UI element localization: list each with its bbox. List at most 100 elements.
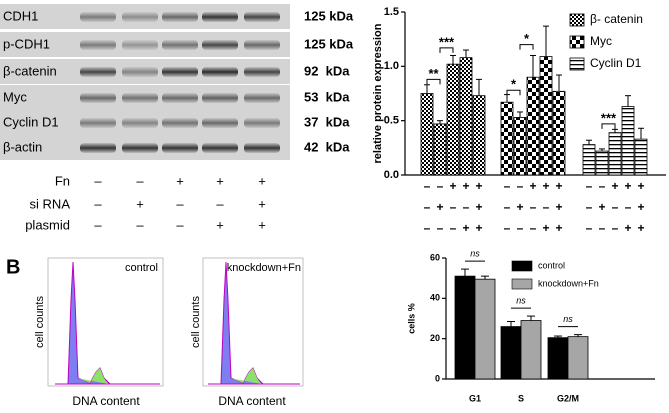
blot-band [162, 40, 198, 50]
blot-band [162, 93, 198, 103]
condition-sign: – [176, 196, 184, 211]
bar [547, 337, 569, 380]
condition-sign: + [216, 173, 224, 188]
bar [459, 57, 473, 176]
blot-band [202, 118, 238, 128]
condition-sign: – [586, 200, 593, 214]
significance-label: * [524, 31, 530, 46]
blot-band [162, 12, 198, 22]
flow-ylabel: cell counts [34, 296, 46, 348]
blot-band [122, 40, 158, 50]
panel-label: B [6, 256, 20, 278]
condition-sign: – [612, 221, 619, 235]
condition-sign: – [437, 179, 444, 193]
condition-sign: + [475, 179, 482, 193]
bar [552, 90, 566, 176]
flow-ylabel: cell counts [190, 296, 202, 348]
condition-sign: + [637, 200, 644, 214]
blot-band [122, 67, 158, 77]
y-axis-label: relative protein expression [372, 23, 384, 163]
condition-sign: – [94, 196, 102, 211]
blot-row-label: CDH1 [3, 8, 38, 23]
blot-band [80, 143, 116, 153]
y-tick-label: 0.5 [384, 115, 399, 127]
condition-sign: – [94, 173, 102, 188]
condition-sign: – [586, 179, 593, 193]
y-tick-label: 40 [430, 293, 440, 303]
significance-label: ns [563, 314, 573, 324]
condition-sign: – [543, 200, 550, 214]
condition-sign: – [530, 221, 537, 235]
condition-sign: – [463, 200, 470, 214]
legend-label: control [538, 260, 565, 270]
flow-xlabel: DNA content [218, 394, 286, 408]
significance-label: *** [439, 34, 455, 49]
blot-row-label: β-catenin [3, 63, 57, 78]
blot-band [202, 93, 238, 103]
bar [420, 93, 434, 176]
bar [472, 95, 486, 176]
legend-label: Cyclin D1 [590, 56, 642, 70]
blot-band [122, 143, 158, 153]
condition-sign: + [475, 221, 482, 235]
bar [500, 101, 514, 176]
condition-label: Fn [55, 173, 70, 188]
condition-sign: – [450, 221, 457, 235]
blot-band [202, 143, 238, 153]
bar [634, 138, 648, 176]
condition-sign: + [462, 179, 469, 193]
legend-label: Myc [590, 34, 612, 48]
y-tick-label: 60 [430, 252, 440, 262]
blot-band [80, 40, 116, 50]
condition-sign: + [598, 200, 605, 214]
blot-band [80, 93, 116, 103]
flow-histogram [47, 257, 304, 387]
condition-sign: – [530, 200, 537, 214]
condition-sign: – [504, 221, 511, 235]
blot-band [202, 40, 238, 50]
condition-sign: + [611, 179, 618, 193]
condition-sign: + [555, 221, 562, 235]
condition-sign: + [624, 179, 631, 193]
bar [520, 320, 542, 380]
blot-row-label: Myc [3, 89, 27, 104]
blot-band [80, 67, 116, 77]
bar [595, 150, 609, 176]
significance-bracket [506, 89, 521, 96]
condition-sign: + [555, 179, 562, 193]
blot-band [162, 67, 198, 77]
condition-sign: – [176, 217, 184, 232]
condition-sign: + [637, 221, 644, 235]
significance-bracket [426, 78, 441, 85]
blot-band [80, 12, 116, 22]
y-tick-label: 1.5 [384, 6, 399, 18]
condition-sign: – [450, 200, 457, 214]
blot-row-label: β-actin [3, 139, 42, 154]
bar [474, 278, 496, 380]
condition-sign: – [517, 179, 524, 193]
condition-sign: + [258, 173, 266, 188]
blot-row-label: p-CDH1 [3, 36, 50, 51]
blot-band [162, 118, 198, 128]
bar [454, 275, 476, 380]
bar [500, 326, 522, 380]
condition-sign: + [542, 179, 549, 193]
blot-row-label: Cyclin D1 [3, 114, 59, 129]
condition-sign: – [437, 221, 444, 235]
legend-swatch [569, 13, 585, 27]
condition-sign: – [424, 221, 431, 235]
condition-sign: – [625, 200, 632, 214]
bar [526, 76, 540, 176]
blot-band [122, 93, 158, 103]
flow-title: knockdown+Fn [227, 262, 301, 274]
blot-image [0, 4, 290, 160]
blot-kda: 92 kDa [304, 63, 350, 78]
condition-label: plasmid [25, 217, 70, 232]
condition-sign: + [516, 200, 523, 214]
legend-swatch [511, 260, 533, 272]
bar [433, 123, 447, 176]
flow-xlabel: DNA content [72, 394, 140, 408]
condition-sign: – [216, 196, 224, 211]
significance-label: ns [470, 248, 480, 258]
